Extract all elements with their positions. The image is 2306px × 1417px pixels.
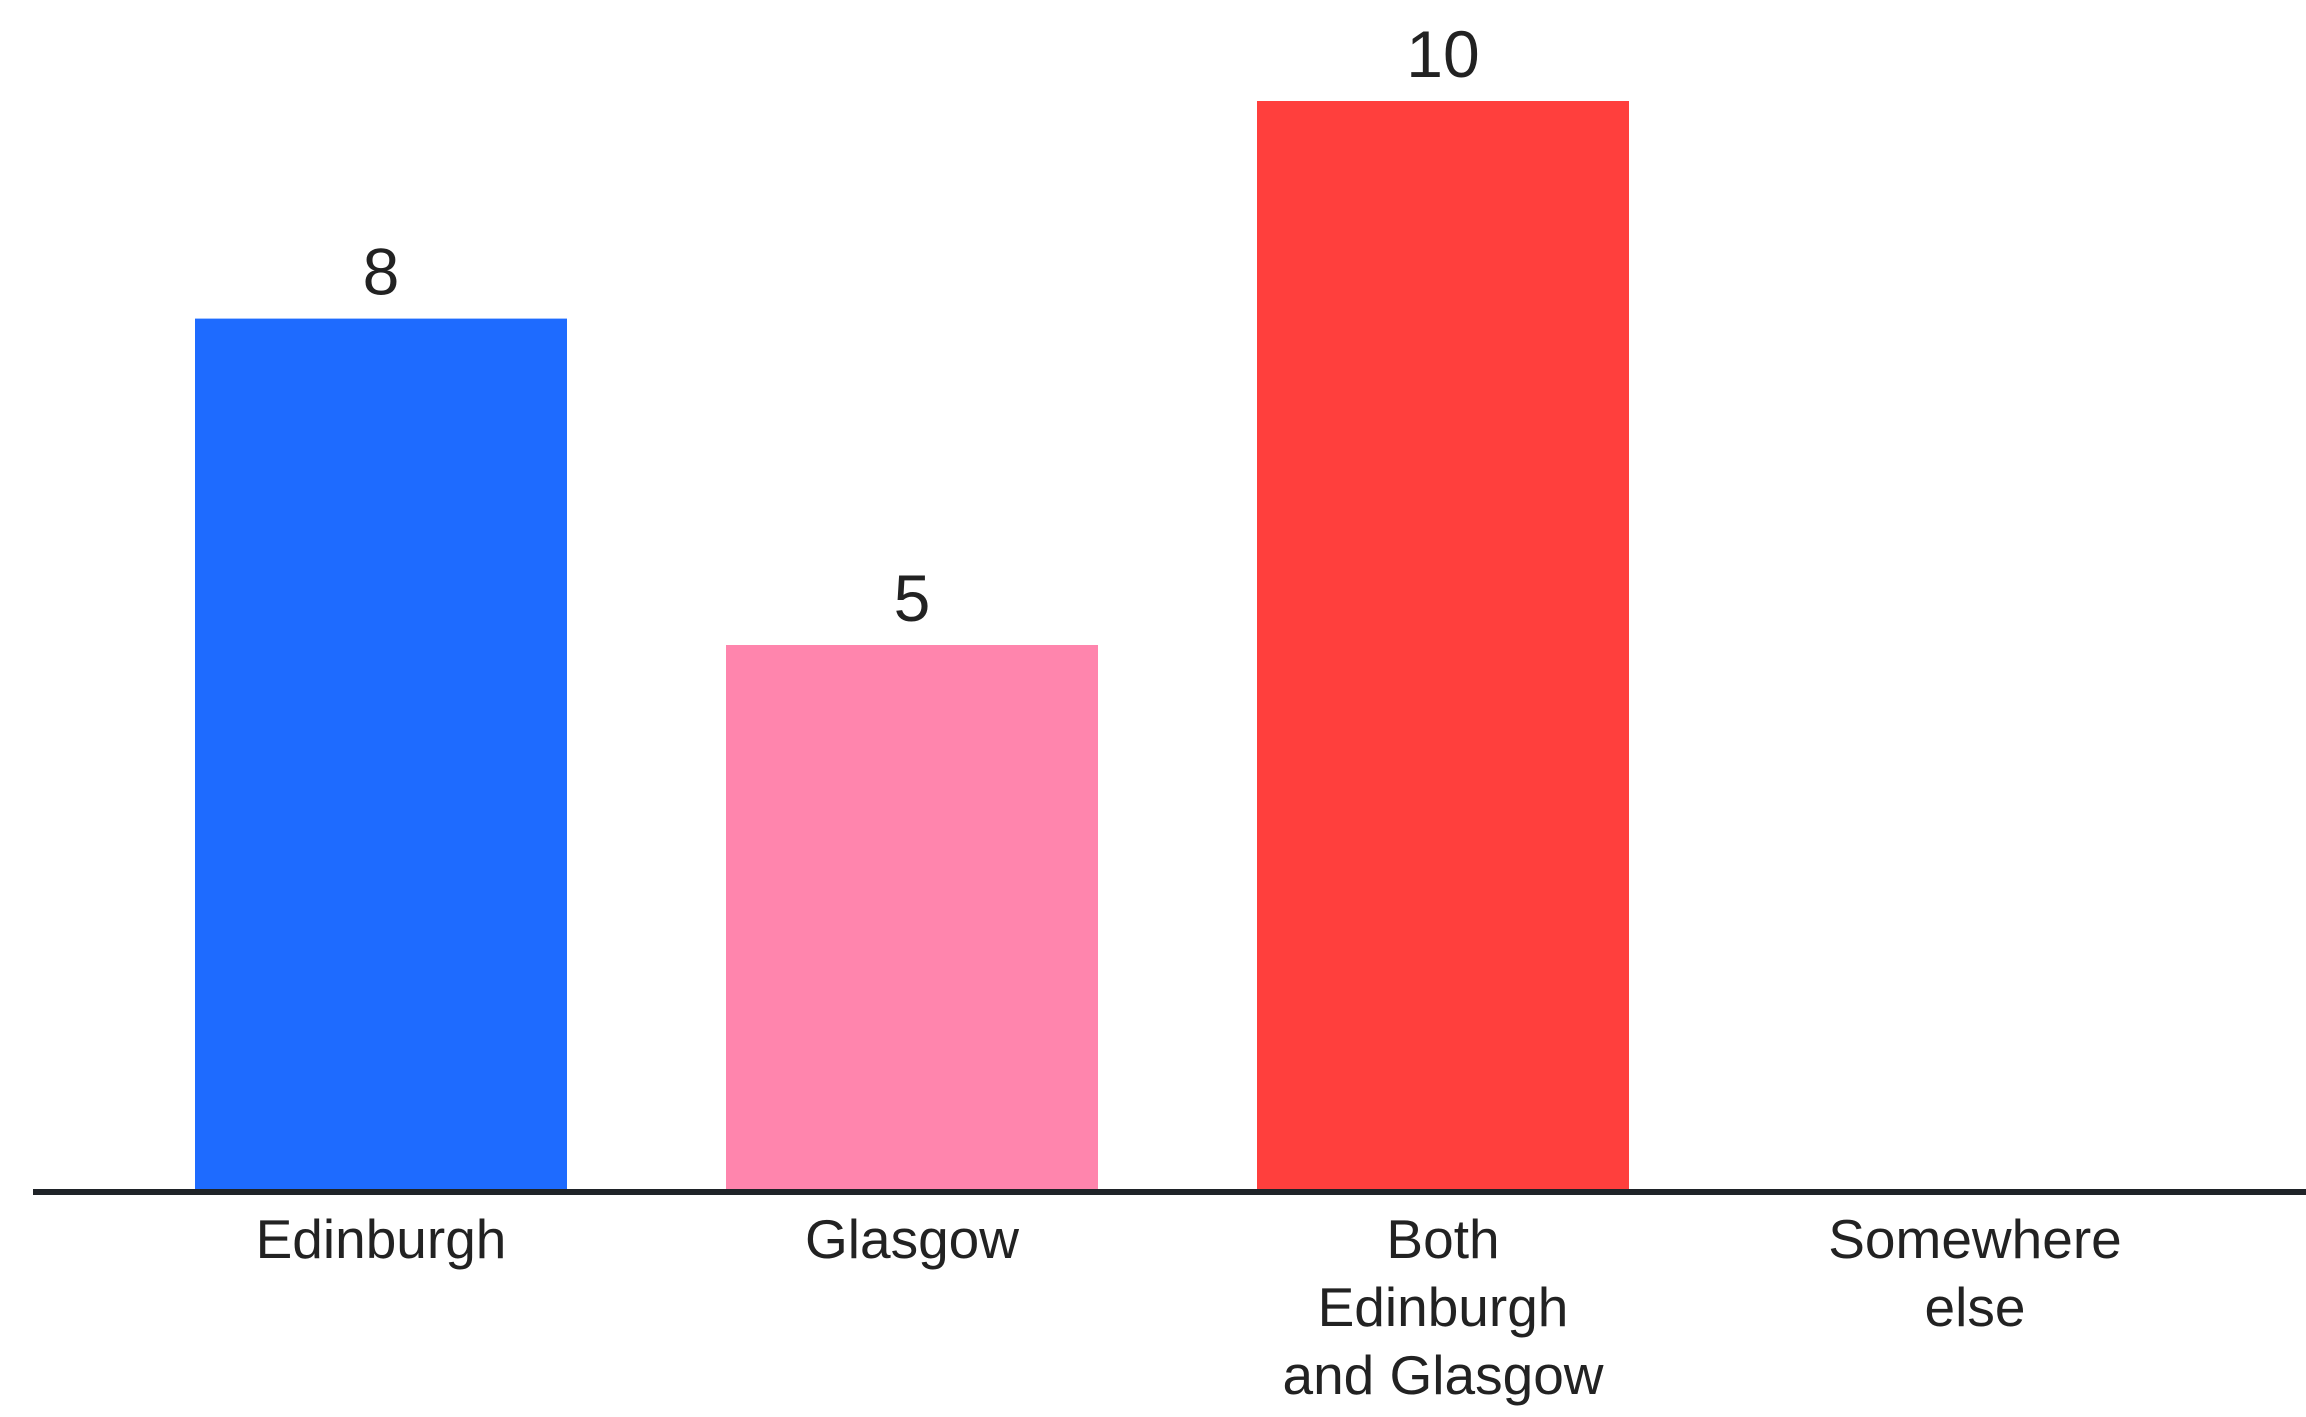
- category-label-2: Both Edinburgh and Glasgow: [1282, 1208, 1603, 1406]
- category-label-line: Edinburgh: [256, 1208, 507, 1270]
- bar-0: [195, 318, 567, 1190]
- bar-2: [1257, 101, 1629, 1189]
- category-label-3: Somewhere else: [1828, 1208, 2121, 1338]
- category-label-line: and Glasgow: [1282, 1344, 1603, 1406]
- category-labels-layer: Edinburgh Glasgow Both Edinburgh and Glasgow…: [256, 1208, 2122, 1406]
- value-labels-layer: 8 5 10: [363, 17, 1480, 635]
- category-label-line: else: [1925, 1276, 2026, 1338]
- bars-layer: [195, 101, 1629, 1190]
- category-label-line: Both: [1386, 1208, 1499, 1270]
- bar-1: [726, 645, 1098, 1189]
- value-label-0: 8: [363, 235, 400, 309]
- category-label-0: Edinburgh: [256, 1208, 507, 1270]
- category-label-line: Glasgow: [805, 1208, 1019, 1270]
- value-label-2: 10: [1406, 17, 1479, 91]
- category-label-line: Somewhere: [1828, 1208, 2121, 1270]
- category-label-1: Glasgow: [805, 1208, 1019, 1270]
- value-label-1: 5: [894, 561, 931, 635]
- category-label-line: Edinburgh: [1318, 1276, 1569, 1338]
